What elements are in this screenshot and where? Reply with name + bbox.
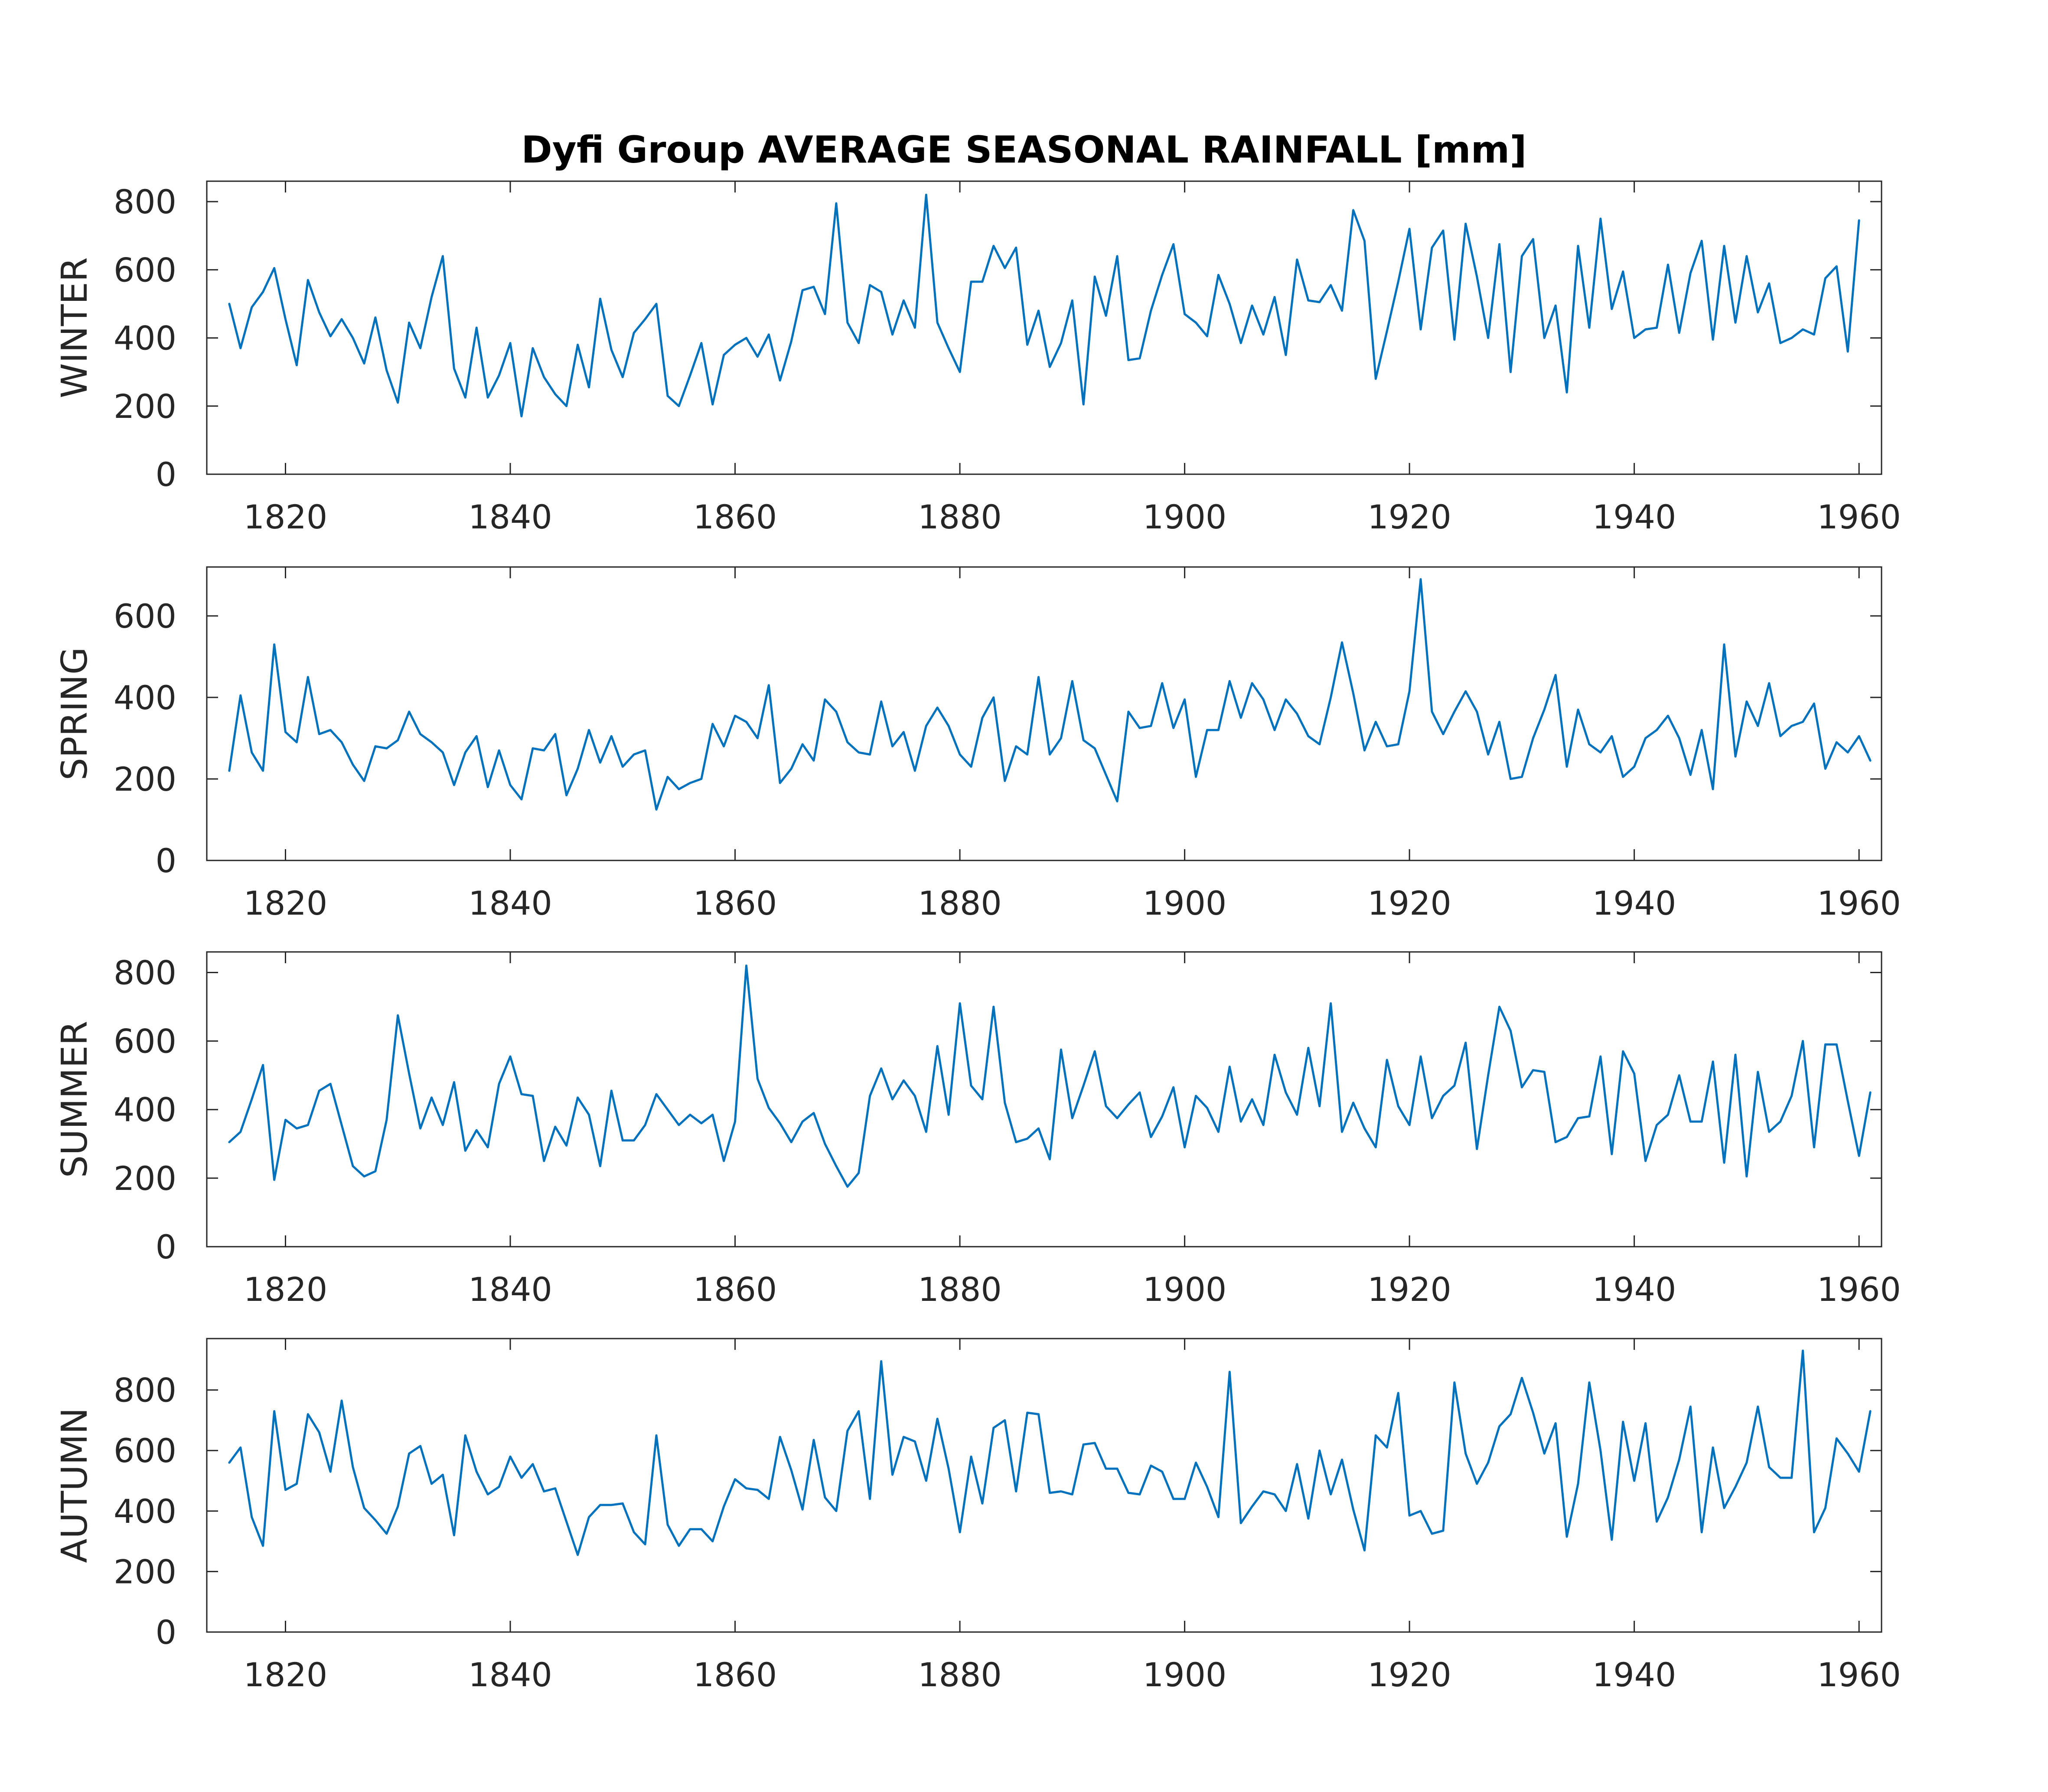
spring-ylabel: SPRING [54,647,95,781]
summer-axes-box [206,951,1882,1248]
winter-xtick-label: 1880 [918,498,1001,536]
autumn-ylabel: AUTUMN [54,1408,95,1563]
spring-series-line [228,578,1872,811]
summer-xtick-label: 1840 [468,1270,552,1309]
spring-ytick-label: 200 [114,760,176,798]
winter-xtick-label: 1920 [1367,498,1451,536]
autumn-xtick-label: 1900 [1143,1655,1226,1694]
summer-xtick-label: 1860 [693,1270,777,1309]
summer-xtick-label: 1820 [244,1270,327,1309]
summer-ytick-label: 600 [114,1022,176,1061]
autumn-ytick-label: 0 [156,1613,176,1652]
summer-ylabel: SUMMER [54,1021,95,1178]
spring-xtick-label: 1840 [468,884,552,922]
summer-xtick-label: 1920 [1367,1270,1451,1309]
winter-ylabel: WINTER [54,257,95,398]
summer-ytick-label: 200 [114,1159,176,1198]
winter-xtick-label: 1860 [693,498,777,536]
spring-ytick-label: 400 [114,678,176,717]
winter-xtick-label: 1940 [1592,498,1676,536]
autumn-ytick-label: 800 [114,1371,176,1410]
autumn-xtick-label: 1840 [468,1655,552,1694]
winter-axes-box [206,180,1882,475]
spring-axes-box [206,566,1882,861]
winter-xtick-label: 1900 [1143,498,1226,536]
spring-xtick-label: 1820 [244,884,327,922]
summer-ytick-label: 0 [156,1228,176,1266]
summer-xtick-label: 1900 [1143,1270,1226,1309]
autumn-xtick-label: 1860 [693,1655,777,1694]
summer-xtick-label: 1960 [1817,1270,1901,1309]
autumn-axes-box [206,1338,1882,1633]
winter-ytick-label: 600 [114,251,176,289]
summer-series-line [228,964,1872,1188]
spring-ytick-label: 600 [114,597,176,635]
autumn-xtick-label: 1920 [1367,1655,1451,1694]
autumn-series-line [228,1349,1872,1556]
spring-xtick-label: 1940 [1592,884,1676,922]
spring-xtick-label: 1920 [1367,884,1451,922]
autumn-xtick-label: 1880 [918,1655,1001,1694]
spring-xtick-label: 1860 [693,884,777,922]
autumn-xtick-label: 1820 [244,1655,327,1694]
panel-spring: 1820 1840 1860 1880 1900 1920 1940 1960 0 200 400 6… [54,566,1901,922]
winter-series-line [228,193,1860,417]
winter-ytick-label: 200 [114,387,176,426]
panel-winter: 1820 1840 1860 1880 1900 1920 1940 1960 0 200 400 6… [54,180,1901,536]
panel-summer: 1820 1840 1860 1880 1900 1920 1940 1960 0 200 400 6… [54,951,1901,1309]
autumn-ytick-label: 400 [114,1492,176,1531]
summer-ytick-label: 400 [114,1091,176,1129]
autumn-ytick-label: 200 [114,1552,176,1591]
autumn-ytick-label: 600 [114,1431,176,1470]
spring-xtick-label: 1900 [1143,884,1226,922]
spring-ytick-label: 0 [156,841,176,880]
panel-autumn: 1820 1840 1860 1880 1900 1920 1940 1960 0 200 400 6… [54,1338,1901,1694]
summer-xtick-label: 1940 [1592,1270,1676,1309]
winter-ytick-label: 400 [114,319,176,358]
winter-ytick-label: 0 [156,455,176,494]
winter-xtick-label: 1840 [468,498,552,536]
winter-xtick-label: 1960 [1817,498,1901,536]
autumn-xtick-label: 1940 [1592,1655,1676,1694]
summer-xtick-label: 1880 [918,1270,1001,1309]
winter-ytick-label: 800 [114,182,176,221]
winter-xtick-label: 1820 [244,498,327,536]
spring-xtick-label: 1960 [1817,884,1901,922]
autumn-xtick-label: 1960 [1817,1655,1901,1694]
spring-xtick-label: 1880 [918,884,1001,922]
chart-title: Dyfi Group AVERAGE SEASONAL RAINFALL [mm… [521,128,1526,172]
summer-ytick-label: 800 [114,953,176,992]
